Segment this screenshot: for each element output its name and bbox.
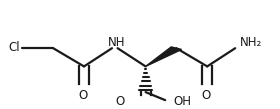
Text: OH: OH (174, 95, 192, 108)
Text: NH: NH (108, 36, 125, 49)
Polygon shape (146, 47, 181, 66)
Text: O: O (116, 95, 125, 108)
Text: NH₂: NH₂ (239, 36, 262, 49)
Text: O: O (201, 89, 211, 102)
Text: Cl: Cl (8, 41, 20, 54)
Text: O: O (78, 89, 87, 102)
